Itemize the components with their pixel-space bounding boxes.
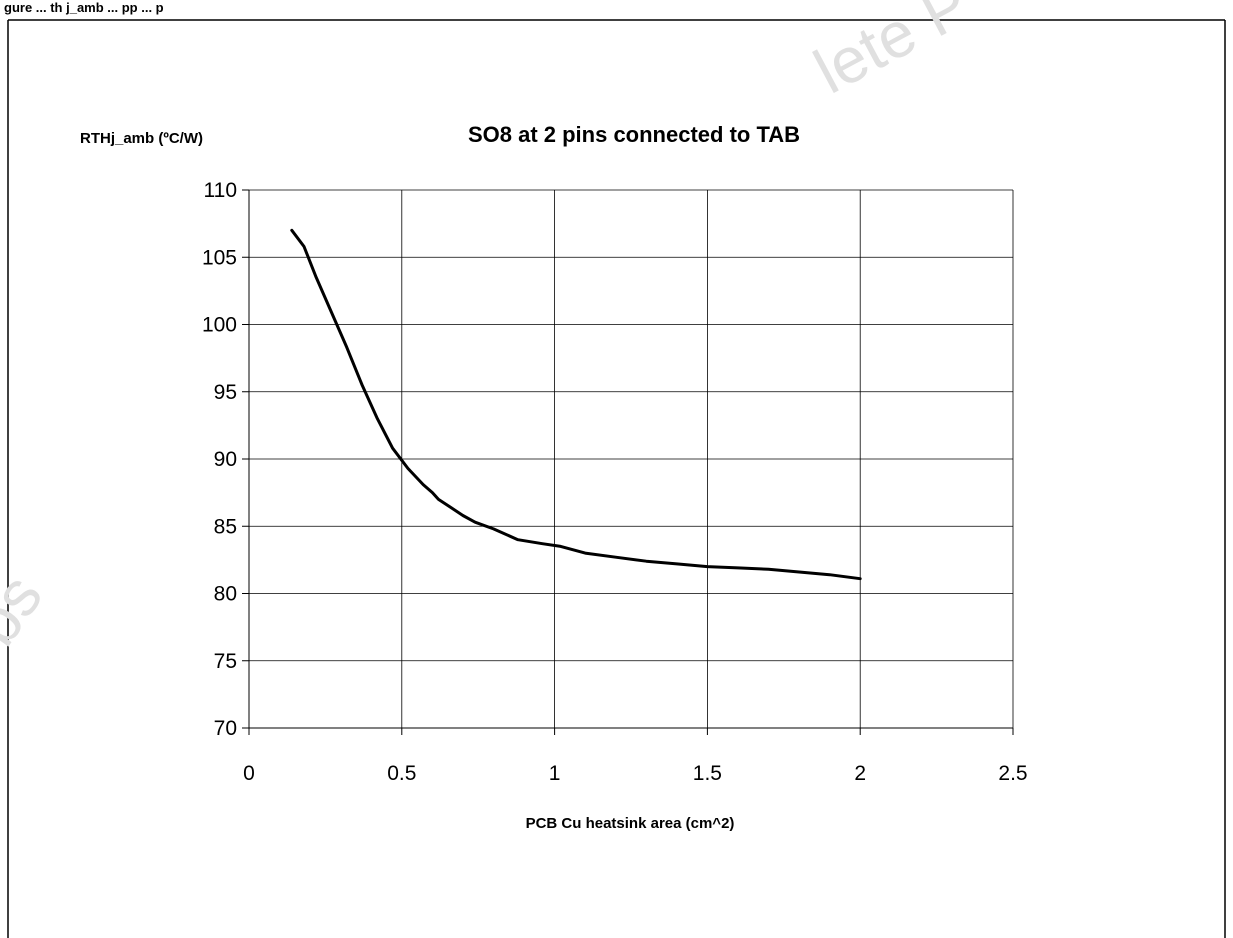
series-line (290, 228, 862, 581)
x-axis-label: PCB Cu heatsink area (cm^2) (526, 815, 735, 832)
y-tick-labels: 70 75 80 85 90 95 100 105 110 (202, 179, 237, 740)
axes (242, 189, 1014, 735)
x-tick-label: 2.5 (998, 762, 1027, 785)
y-tick-label: 90 (214, 448, 237, 471)
grid (249, 189, 1014, 728)
y-axis-label: RTHj_amb (ºC/W) (80, 130, 203, 147)
figure-caption: gure ... th j_amb ... pp ... p (4, 0, 164, 15)
x-tick-label: 2 (854, 762, 866, 785)
y-tick-label: 85 (214, 515, 237, 538)
x-tick-label: 0 (243, 762, 255, 785)
y-tick-label: 75 (214, 650, 237, 673)
x-tick-label: 1.5 (693, 762, 722, 785)
y-tick-label: 80 (214, 583, 237, 606)
x-tick-label: 0.5 (387, 762, 416, 785)
chart-title: SO8 at 2 pins connected to TAB (468, 122, 800, 147)
watermark-top: lete P (803, 0, 981, 107)
y-tick-label: 105 (202, 246, 237, 269)
y-tick-label: 110 (204, 179, 237, 202)
x-tick-label: 1 (549, 762, 561, 785)
x-tick-labels: 0 0.5 1 1.5 2 2.5 (243, 762, 1027, 785)
y-tick-label: 95 (214, 381, 237, 404)
y-tick-label: 100 (202, 314, 237, 337)
y-tick-label: 70 (214, 717, 237, 740)
watermark-left: bs (0, 561, 56, 658)
